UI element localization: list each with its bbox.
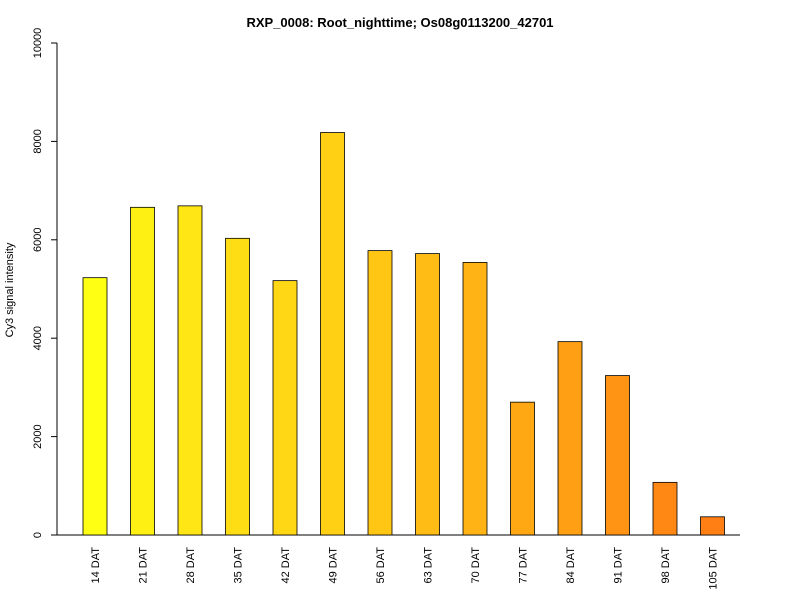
y-tick-label: 10000 bbox=[32, 28, 44, 59]
y-tick-label: 4000 bbox=[32, 326, 44, 350]
y-tick-label: 8000 bbox=[32, 129, 44, 153]
x-tick-label: 14 DAT bbox=[90, 547, 102, 584]
x-tick-label: 42 DAT bbox=[280, 547, 292, 584]
x-tick-label: 56 DAT bbox=[375, 547, 387, 584]
x-tick-label: 49 DAT bbox=[328, 547, 340, 584]
x-tick-label: 63 DAT bbox=[423, 547, 435, 584]
x-tick-label: 105 DAT bbox=[708, 547, 720, 590]
x-tick-label: 28 DAT bbox=[185, 547, 197, 584]
y-tick-label: 6000 bbox=[32, 228, 44, 252]
y-axis: 0 2000 4000 6000 8000 10000 bbox=[32, 28, 58, 538]
bar-84-dat bbox=[557, 341, 583, 536]
y-tick-label: 0 bbox=[32, 532, 44, 538]
x-tick-label: 84 DAT bbox=[565, 547, 577, 584]
x-tick-label: 21 DAT bbox=[138, 547, 150, 584]
y-tick-label: 2000 bbox=[32, 424, 44, 448]
bar-14-dat bbox=[82, 277, 108, 536]
bar-105-dat bbox=[700, 516, 725, 536]
bar-63-dat bbox=[415, 253, 440, 536]
bar-77-dat bbox=[510, 401, 535, 536]
x-tick-label: 91 DAT bbox=[613, 547, 625, 584]
x-tick-label: 98 DAT bbox=[660, 547, 672, 584]
bar-49-dat bbox=[320, 132, 345, 536]
chart-title: RXP_0008: Root_nighttime; Os08g0113200_4… bbox=[246, 15, 553, 30]
x-tick-labels: 14 DAT 21 DAT 28 DAT 35 DAT 42 DAT 49 DAT 56 D… bbox=[90, 547, 720, 590]
bar-98-dat bbox=[652, 481, 678, 536]
bar-21-dat bbox=[130, 206, 155, 536]
x-tick-label: 70 DAT bbox=[470, 547, 482, 584]
x-tick-label: 77 DAT bbox=[518, 547, 530, 584]
y-axis-label: Cy3 signal intensity bbox=[4, 242, 16, 337]
bar-91-dat bbox=[605, 375, 630, 536]
bars bbox=[82, 132, 725, 536]
bar-56-dat bbox=[367, 250, 393, 536]
bar-42-dat bbox=[272, 280, 298, 536]
x-tick-label: 35 DAT bbox=[233, 547, 245, 584]
bar-35-dat bbox=[225, 237, 250, 536]
bar-28-dat bbox=[177, 205, 203, 536]
bar-70-dat bbox=[462, 262, 488, 536]
